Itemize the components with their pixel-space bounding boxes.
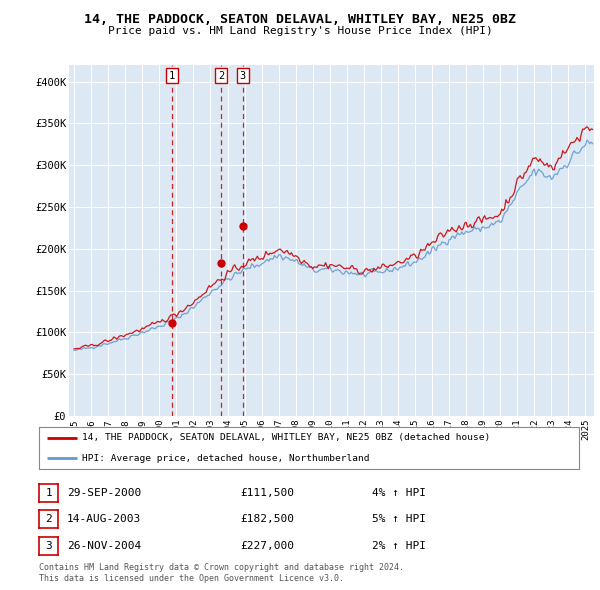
Text: 14, THE PADDOCK, SEATON DELAVAL, WHITLEY BAY, NE25 0BZ: 14, THE PADDOCK, SEATON DELAVAL, WHITLEY… bbox=[84, 13, 516, 26]
Text: 2% ↑ HPI: 2% ↑ HPI bbox=[372, 541, 426, 550]
Text: 4% ↑ HPI: 4% ↑ HPI bbox=[372, 488, 426, 497]
Text: 29-SEP-2000: 29-SEP-2000 bbox=[67, 488, 142, 497]
Text: 1: 1 bbox=[45, 488, 52, 497]
Text: Contains HM Land Registry data © Crown copyright and database right 2024.: Contains HM Land Registry data © Crown c… bbox=[39, 563, 404, 572]
Text: HPI: Average price, detached house, Northumberland: HPI: Average price, detached house, Nort… bbox=[82, 454, 370, 463]
Text: 26-NOV-2004: 26-NOV-2004 bbox=[67, 541, 142, 550]
Text: 14, THE PADDOCK, SEATON DELAVAL, WHITLEY BAY, NE25 0BZ (detached house): 14, THE PADDOCK, SEATON DELAVAL, WHITLEY… bbox=[82, 433, 490, 442]
Text: 2: 2 bbox=[218, 71, 224, 81]
Text: £111,500: £111,500 bbox=[240, 488, 294, 497]
Text: 2: 2 bbox=[45, 514, 52, 524]
Text: 3: 3 bbox=[45, 541, 52, 550]
Text: £182,500: £182,500 bbox=[240, 514, 294, 524]
Text: 5% ↑ HPI: 5% ↑ HPI bbox=[372, 514, 426, 524]
Text: £227,000: £227,000 bbox=[240, 541, 294, 550]
Text: 1: 1 bbox=[169, 71, 175, 81]
Text: 14-AUG-2003: 14-AUG-2003 bbox=[67, 514, 142, 524]
Text: This data is licensed under the Open Government Licence v3.0.: This data is licensed under the Open Gov… bbox=[39, 574, 344, 583]
Text: Price paid vs. HM Land Registry's House Price Index (HPI): Price paid vs. HM Land Registry's House … bbox=[107, 26, 493, 36]
Text: 3: 3 bbox=[240, 71, 246, 81]
